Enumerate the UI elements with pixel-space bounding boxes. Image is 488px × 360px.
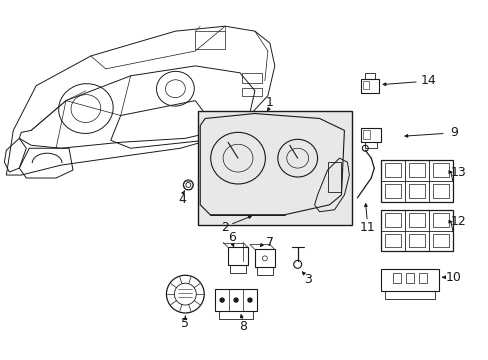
Bar: [365, 142, 376, 148]
Text: 7: 7: [265, 236, 273, 249]
Bar: [385, 291, 434, 299]
Bar: [242, 73, 262, 83]
Text: 13: 13: [450, 166, 466, 179]
Bar: [385, 184, 400, 198]
Bar: [385, 213, 400, 227]
Bar: [432, 184, 448, 198]
Bar: [219, 311, 252, 319]
Bar: [198, 111, 352, 225]
Bar: [363, 81, 368, 89]
Bar: [381, 269, 438, 291]
Bar: [381, 210, 452, 251]
Text: 3: 3: [303, 273, 311, 286]
Ellipse shape: [220, 298, 224, 302]
Bar: [361, 129, 381, 142]
Bar: [242, 88, 262, 96]
Text: 9: 9: [449, 126, 457, 139]
Bar: [432, 234, 448, 247]
Bar: [256, 267, 272, 275]
Bar: [195, 31, 224, 49]
Ellipse shape: [247, 298, 251, 302]
Bar: [363, 130, 369, 139]
Text: 8: 8: [239, 320, 246, 333]
Text: 10: 10: [445, 271, 461, 284]
Bar: [408, 234, 424, 247]
Bar: [381, 160, 452, 202]
Bar: [408, 163, 424, 177]
Text: 11: 11: [359, 221, 374, 234]
Bar: [254, 249, 274, 267]
Text: 1: 1: [265, 96, 273, 109]
Bar: [327, 162, 341, 192]
Bar: [385, 163, 400, 177]
Bar: [432, 213, 448, 227]
Bar: [418, 273, 426, 283]
Text: 12: 12: [450, 215, 466, 228]
Bar: [230, 265, 245, 273]
Bar: [365, 73, 374, 79]
Text: 5: 5: [181, 318, 189, 330]
Text: 4: 4: [178, 193, 186, 206]
Bar: [392, 273, 400, 283]
Bar: [227, 247, 247, 265]
Bar: [432, 163, 448, 177]
Bar: [408, 213, 424, 227]
Ellipse shape: [234, 298, 238, 302]
Text: 6: 6: [228, 231, 236, 244]
Bar: [361, 79, 379, 93]
Text: 14: 14: [420, 74, 436, 87]
Bar: [408, 184, 424, 198]
Bar: [385, 234, 400, 247]
Bar: [405, 273, 413, 283]
Text: 2: 2: [221, 221, 228, 234]
Bar: [215, 289, 256, 311]
